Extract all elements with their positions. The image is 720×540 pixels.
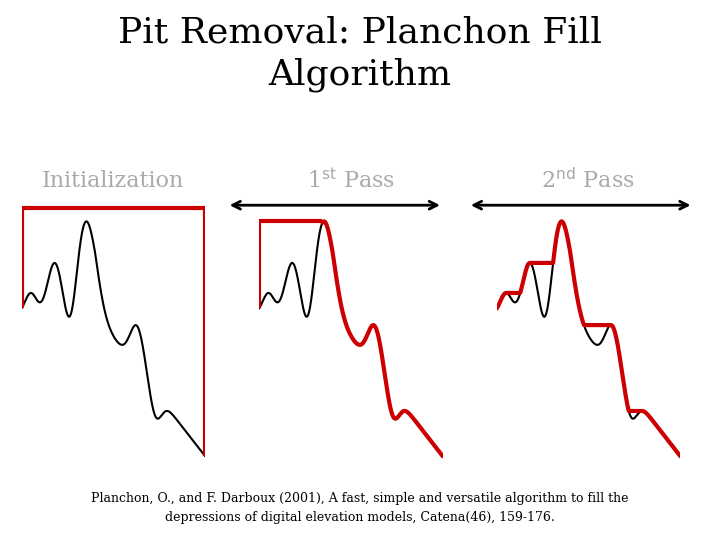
Text: 1$^{\mathrm{st}}$ Pass: 1$^{\mathrm{st}}$ Pass: [307, 168, 395, 193]
Text: 2$^{\mathrm{nd}}$ Pass: 2$^{\mathrm{nd}}$ Pass: [541, 168, 635, 193]
Text: Algorithm: Algorithm: [269, 57, 451, 92]
Text: Pit Removal: Planchon Fill: Pit Removal: Planchon Fill: [118, 16, 602, 49]
Text: depressions of digital elevation models, Catena(46), 159-176.: depressions of digital elevation models,…: [165, 511, 555, 524]
Text: Planchon, O., and F. Darboux (2001), A fast, simple and versatile algorithm to f: Planchon, O., and F. Darboux (2001), A f…: [91, 492, 629, 505]
Text: Initialization: Initialization: [42, 170, 184, 192]
